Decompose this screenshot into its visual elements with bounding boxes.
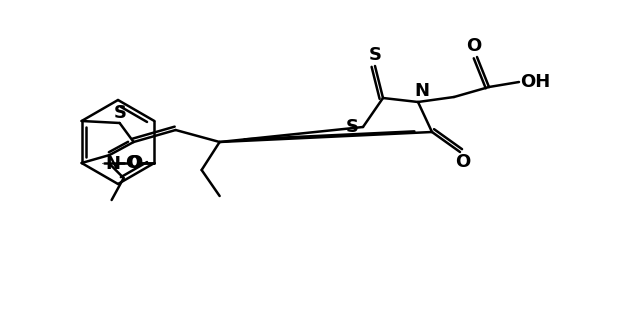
Text: S: S: [346, 118, 358, 136]
Text: N: N: [105, 155, 120, 173]
Text: O: O: [125, 154, 140, 172]
Text: S: S: [114, 104, 127, 122]
Text: O: O: [456, 153, 470, 171]
Text: S: S: [369, 46, 381, 64]
Text: O: O: [127, 154, 142, 172]
Text: N: N: [415, 82, 429, 100]
Text: O: O: [102, 162, 103, 163]
Text: O: O: [467, 37, 482, 55]
Text: OH: OH: [520, 73, 550, 91]
